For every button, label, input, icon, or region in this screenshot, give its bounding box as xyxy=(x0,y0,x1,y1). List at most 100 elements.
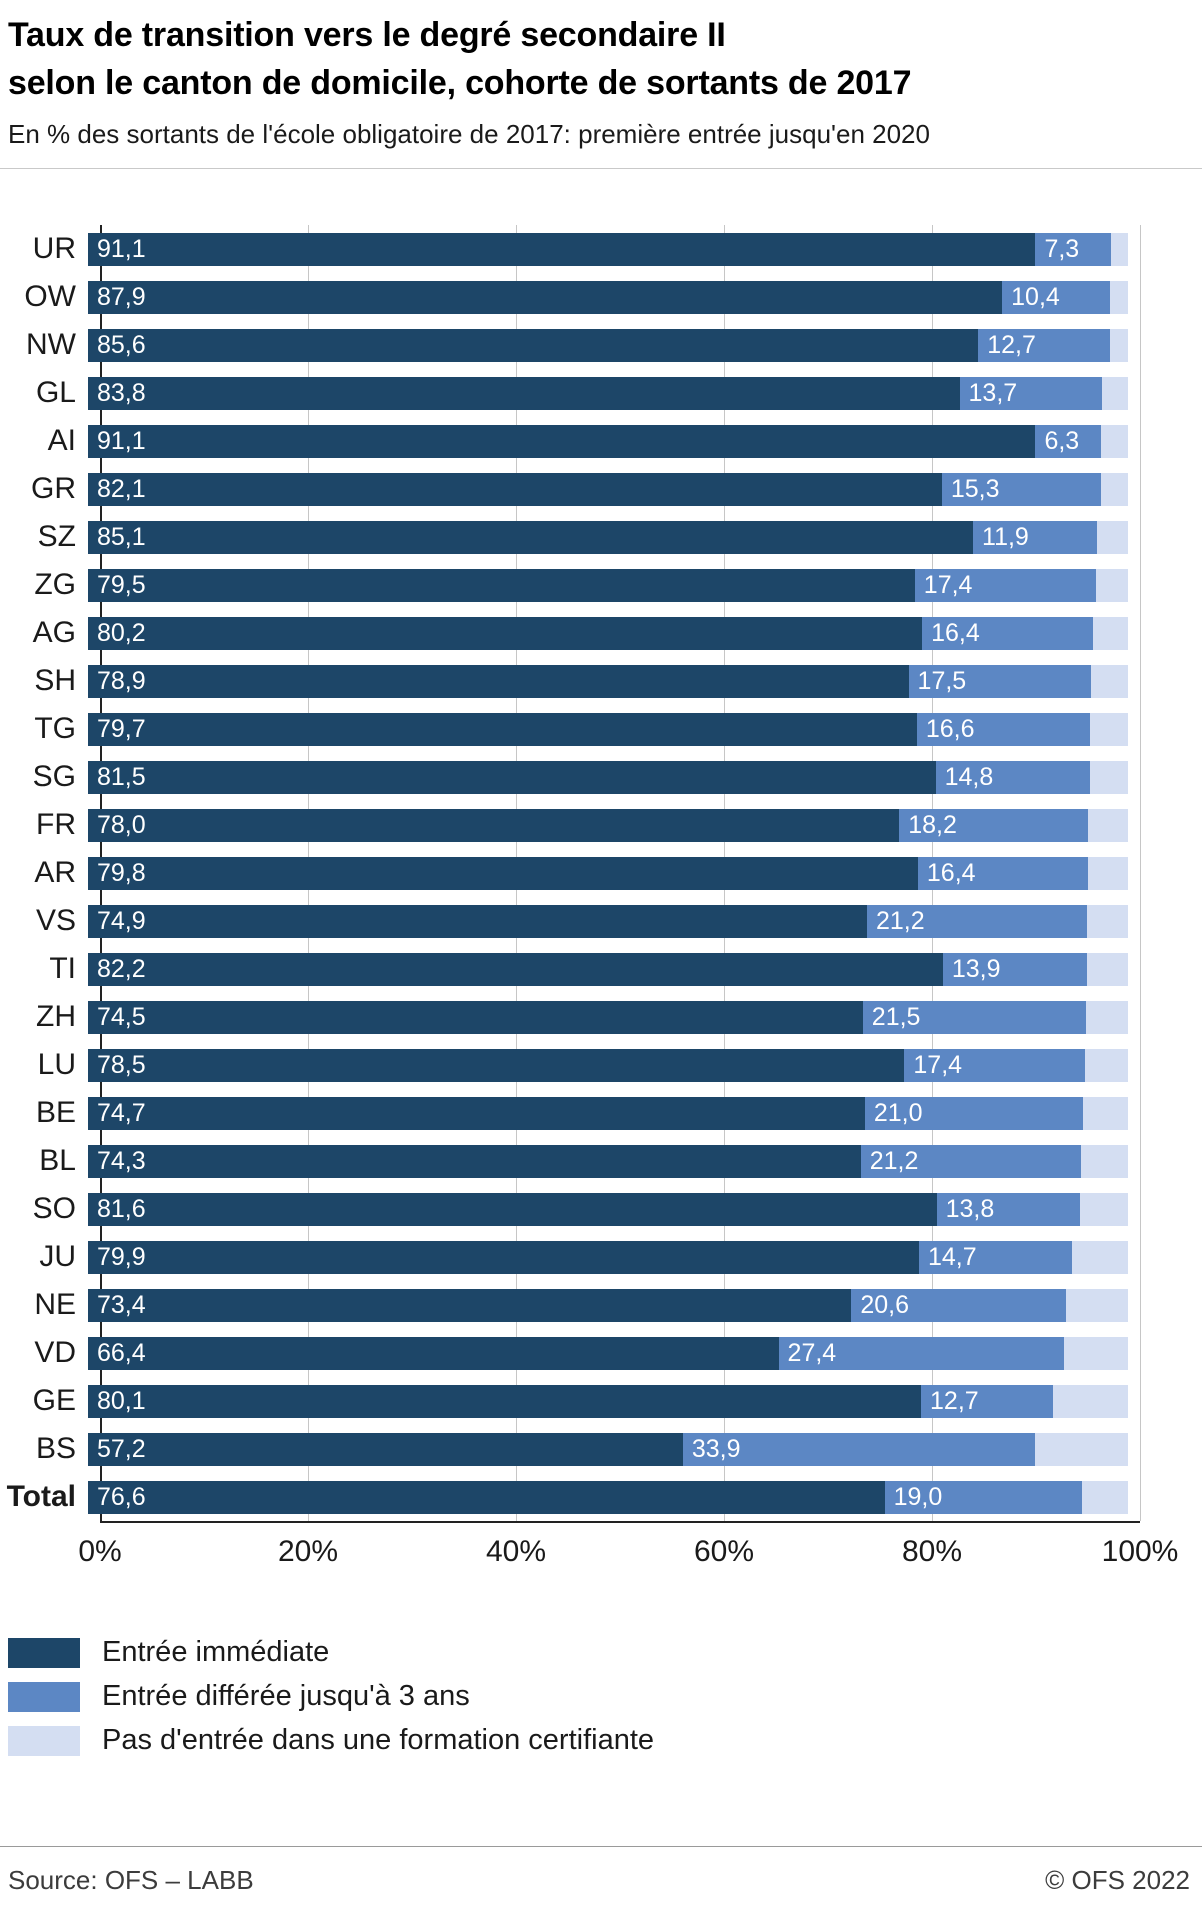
bar-track: 81,6 13,8 xyxy=(88,1192,1128,1226)
bar-segment-no_entry xyxy=(1083,1096,1128,1130)
bar-track: 74,7 21,0 xyxy=(88,1096,1128,1130)
bar-segment-immediate: 83,8 xyxy=(88,376,960,410)
bar-segment-no_entry xyxy=(1088,856,1128,890)
bar-value-label: 18,2 xyxy=(908,810,957,839)
bar-value-label: 83,8 xyxy=(97,378,146,407)
bar-segment-immediate: 80,1 xyxy=(88,1384,922,1418)
bar-value-label: 21,5 xyxy=(871,1002,921,1031)
bar-segment-immediate: 79,8 xyxy=(88,856,918,890)
bar-segment-deferred: 17,4 xyxy=(904,1048,1086,1082)
legend-swatch-deferred xyxy=(8,1681,80,1712)
chart-row-ar: AR 79,8 16,4 xyxy=(0,849,1202,897)
bar-segment-immediate: 91,1 xyxy=(88,232,1036,266)
bar-segment-immediate: 87,9 xyxy=(88,280,1003,314)
bar-value-label: 82,1 xyxy=(97,474,146,503)
category-label-total: Total xyxy=(6,1480,76,1514)
category-label-ar: AR xyxy=(34,856,76,890)
category-label-sz: SZ xyxy=(37,520,76,554)
bar-segment-immediate: 57,2 xyxy=(88,1432,683,1466)
bar-segment-deferred: 21,0 xyxy=(864,1096,1084,1130)
category-label-vs: VS xyxy=(35,904,76,938)
chart-row-gl: GL 83,8 13,7 xyxy=(0,369,1202,417)
bar-value-label: 6,3 xyxy=(1044,426,1080,455)
bar-segment-immediate: 85,6 xyxy=(88,328,979,362)
legend-label-no_entry: Pas d'entrée dans une formation certifia… xyxy=(102,1724,655,1757)
bar-track: 91,1 6,3 xyxy=(88,424,1128,458)
bar-value-label: 73,4 xyxy=(97,1290,146,1319)
bar-segment-immediate: 79,9 xyxy=(88,1240,919,1274)
bar-segment-immediate: 78,0 xyxy=(88,808,900,842)
bar-value-label: 14,7 xyxy=(927,1242,977,1271)
bar-segment-immediate: 91,1 xyxy=(88,424,1036,458)
bar-segment-deferred: 17,4 xyxy=(914,568,1096,602)
chart-row-bs: BS 57,2 33,9 xyxy=(0,1425,1202,1473)
bar-segment-deferred: 13,8 xyxy=(936,1192,1081,1226)
bar-segment-deferred: 12,7 xyxy=(921,1384,1054,1418)
bar-segment-immediate: 80,2 xyxy=(88,616,923,650)
bar-track: 79,8 16,4 xyxy=(88,856,1128,890)
bar-segment-immediate: 82,1 xyxy=(88,472,942,506)
bar-track: 85,6 12,7 xyxy=(88,328,1128,362)
bar-track: 78,0 18,2 xyxy=(88,808,1128,842)
category-label-zg: ZG xyxy=(34,568,76,602)
bar-value-label: 17,4 xyxy=(913,1050,963,1079)
bar-segment-deferred: 19,0 xyxy=(884,1480,1083,1514)
bar-segment-immediate: 74,9 xyxy=(88,904,867,938)
x-tick-label-60: 60% xyxy=(693,1535,755,1569)
bar-value-label: 12,7 xyxy=(987,330,1036,359)
bar-segment-no_entry xyxy=(1092,616,1128,650)
bar-segment-immediate: 78,5 xyxy=(88,1048,905,1082)
bar-value-label: 81,6 xyxy=(97,1194,146,1223)
bar-track: 85,1 11,9 xyxy=(88,520,1128,554)
bar-segment-no_entry xyxy=(1071,1240,1128,1274)
category-label-tg: TG xyxy=(34,712,76,746)
bar-value-label: 21,0 xyxy=(873,1098,923,1127)
bar-value-label: 79,8 xyxy=(97,858,146,887)
bar-value-label: 16,4 xyxy=(926,858,976,887)
bar-track: 82,1 15,3 xyxy=(88,472,1128,506)
header-divider xyxy=(0,168,1202,170)
page-subtitle: En % des sortants de l'école obligatoire… xyxy=(8,119,930,150)
category-label-vd: VD xyxy=(34,1336,76,1370)
bar-value-label: 79,5 xyxy=(97,570,146,599)
bar-segment-deferred: 16,4 xyxy=(917,856,1089,890)
bar-value-label: 82,2 xyxy=(97,954,146,983)
x-axis-baseline xyxy=(100,1521,1140,1524)
bar-value-label: 17,5 xyxy=(917,666,967,695)
chart-row-lu: LU 78,5 17,4 xyxy=(0,1041,1202,1089)
bar-value-label: 12,7 xyxy=(930,1386,979,1415)
bar-track: 74,9 21,2 xyxy=(88,904,1128,938)
x-axis-tick-labels: 0% 20% 40% 60% 80% 100% xyxy=(78,1523,1178,1581)
category-label-gr: GR xyxy=(31,472,76,506)
bar-segment-no_entry xyxy=(1065,1288,1128,1322)
bar-value-label: 74,9 xyxy=(97,906,146,935)
bar-segment-no_entry xyxy=(1080,1192,1128,1226)
chart-row-so: SO 81,6 13,8 xyxy=(0,1185,1202,1233)
bar-segment-no_entry xyxy=(1089,712,1128,746)
bar-value-label: 10,4 xyxy=(1011,282,1060,311)
bar-segment-deferred: 13,9 xyxy=(942,952,1088,986)
bar-track: 74,3 21,2 xyxy=(88,1144,1128,1178)
category-label-fr: FR xyxy=(36,808,76,842)
chart-row-zh: ZH 74,5 21,5 xyxy=(0,993,1202,1041)
category-label-ow: OW xyxy=(24,280,76,314)
chart-row-tg: TG 79,7 16,6 xyxy=(0,705,1202,753)
bar-value-label: 17,4 xyxy=(923,570,973,599)
bar-segment-immediate: 66,4 xyxy=(88,1336,779,1370)
x-tick-label-20: 20% xyxy=(277,1535,339,1569)
x-tick-label-100: 100% xyxy=(1101,1535,1179,1569)
category-label-be: BE xyxy=(35,1096,76,1130)
bar-value-label: 66,4 xyxy=(97,1338,146,1367)
chart-row-ti: TI 82,2 13,9 xyxy=(0,945,1202,993)
chart-row-sg: SG 81,5 14,8 xyxy=(0,753,1202,801)
bar-segment-no_entry xyxy=(1087,952,1128,986)
bar-segment-deferred: 12,7 xyxy=(978,328,1111,362)
category-label-zh: ZH xyxy=(36,1000,76,1034)
category-label-ai: AI xyxy=(47,424,76,458)
bar-value-label: 85,1 xyxy=(97,522,146,551)
bar-track: 73,4 20,6 xyxy=(88,1288,1128,1322)
bar-value-label: 27,4 xyxy=(787,1338,837,1367)
bar-value-label: 78,0 xyxy=(97,810,146,839)
bar-segment-no_entry xyxy=(1101,376,1128,410)
chart-row-bl: BL 74,3 21,2 xyxy=(0,1137,1202,1185)
